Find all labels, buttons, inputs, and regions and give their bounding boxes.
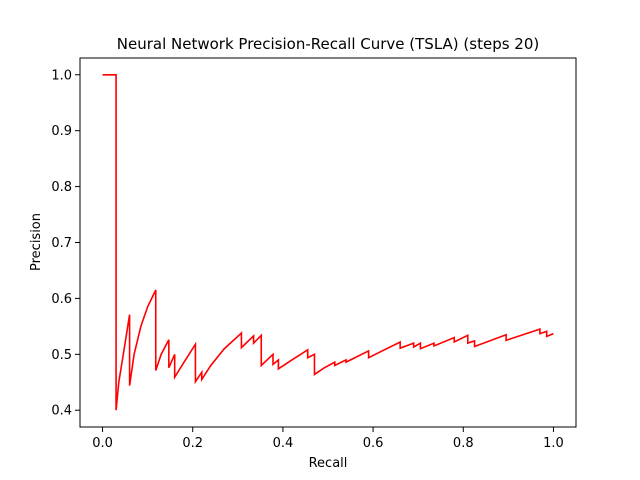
plot-area — [79, 57, 577, 428]
chart-title: Neural Network Precision-Recall Curve (T… — [117, 35, 539, 53]
x-tick-label: 0.0 — [92, 436, 113, 451]
plot-frame — [79, 57, 577, 428]
x-tick-label: 0.6 — [363, 436, 384, 451]
y-axis-label: Precision — [29, 213, 44, 271]
x-axis: 0.0 0.2 0.4 0.6 0.8 1.0 — [92, 427, 564, 451]
x-tick-label: 1.0 — [543, 436, 564, 451]
y-tick-label: 1.0 — [51, 68, 72, 83]
y-tick-label: 0.7 — [51, 236, 72, 251]
y-axis: 0.4 0.5 0.6 0.7 0.8 0.9 1.0 — [51, 68, 80, 419]
x-tick-label: 0.2 — [182, 436, 203, 451]
y-tick-label: 0.4 — [51, 404, 72, 419]
x-axis-label: Recall — [309, 456, 348, 471]
x-tick-label: 0.8 — [453, 436, 474, 451]
y-tick-label: 0.6 — [51, 292, 72, 307]
x-tick-label: 0.4 — [273, 436, 294, 451]
y-tick-label: 0.5 — [51, 348, 72, 363]
precision-recall-line — [102, 73, 554, 411]
y-tick-label: 0.8 — [51, 180, 72, 195]
y-tick-label: 0.9 — [51, 124, 72, 139]
